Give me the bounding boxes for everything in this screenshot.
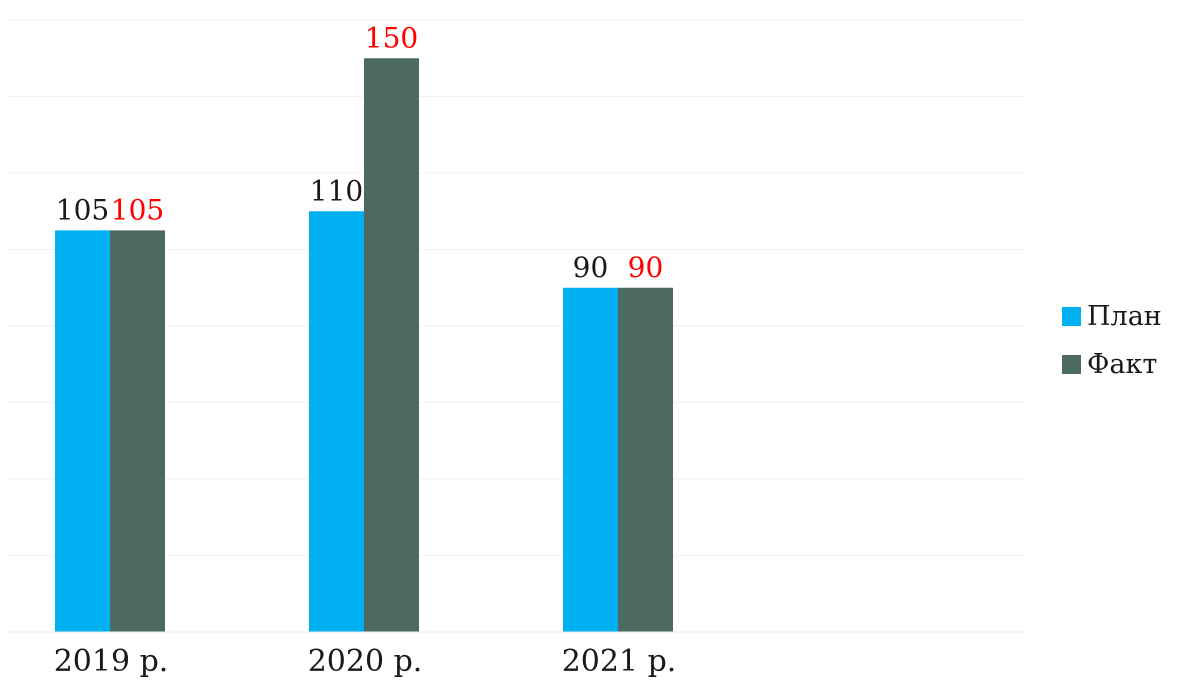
legend-swatch (1062, 355, 1081, 374)
bar-fact (618, 287, 673, 632)
value-labels: 105 105 110 150 90 90 (56, 21, 664, 284)
legend-swatch (1062, 307, 1081, 326)
value-label: 150 (365, 21, 418, 54)
bar-fact (364, 58, 419, 632)
gridlines (8, 19, 1025, 556)
value-label: 110 (310, 174, 363, 207)
category-label: 2019 р. (54, 644, 169, 679)
category-label: 2021 р. (562, 644, 677, 679)
value-label: 105 (111, 193, 164, 226)
legend-label: Факт (1087, 349, 1157, 380)
value-label: 105 (56, 193, 109, 226)
legend-label: План (1087, 301, 1162, 332)
bar-plan (55, 230, 110, 632)
bar-plan (309, 211, 364, 632)
bars (55, 58, 673, 632)
value-label: 90 (573, 251, 609, 284)
legend: План Факт (1062, 301, 1162, 380)
bar-fact (110, 230, 165, 632)
bar-plan (563, 287, 618, 632)
category-label: 2020 р. (308, 644, 423, 679)
x-axis: 2019 р. 2020 р. 2021 р. (8, 631, 1025, 679)
value-label: 90 (628, 251, 664, 284)
